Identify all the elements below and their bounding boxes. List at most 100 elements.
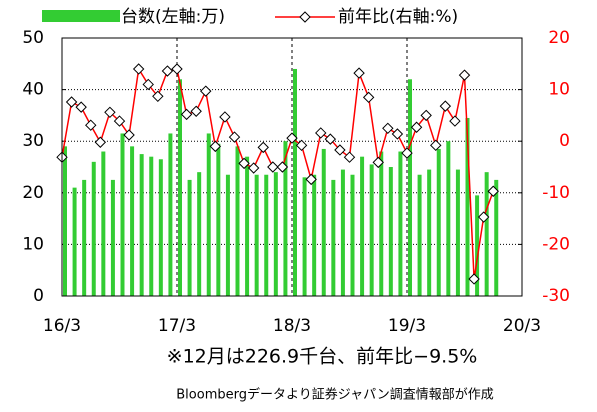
marker <box>257 141 269 154</box>
bar <box>235 146 240 296</box>
x-tick-label: 19/3 <box>388 316 426 336</box>
marker <box>94 136 107 148</box>
marker <box>382 122 394 135</box>
bar <box>321 148 326 296</box>
marker <box>219 111 231 123</box>
bar <box>110 179 115 296</box>
bar <box>149 156 154 296</box>
bar <box>398 151 403 296</box>
bar <box>360 156 365 296</box>
y-tick-label: 10 <box>22 234 44 254</box>
marker <box>142 78 154 91</box>
marker <box>295 139 308 152</box>
legend-swatch <box>42 10 120 22</box>
marker <box>171 63 183 75</box>
bar <box>293 68 297 297</box>
marker <box>161 65 174 77</box>
y2-tick-label: -10 <box>542 183 570 203</box>
marker <box>372 156 384 169</box>
bar <box>475 195 480 296</box>
bar <box>331 179 336 296</box>
marker <box>209 140 222 153</box>
y2-tick-label: 20 <box>548 28 570 48</box>
bar <box>446 141 451 296</box>
bar <box>340 169 345 296</box>
marker <box>238 157 250 170</box>
marker <box>401 147 413 159</box>
marker <box>391 128 404 140</box>
bar <box>369 164 374 296</box>
marker <box>200 85 212 97</box>
bar <box>82 179 87 296</box>
marker <box>410 121 423 133</box>
y-tick-label: 20 <box>22 183 44 203</box>
marker <box>85 119 97 131</box>
marker <box>487 185 499 197</box>
bar <box>408 79 412 296</box>
marker <box>286 132 298 144</box>
bar <box>388 167 393 296</box>
note: ※12月は226.9千台、前年比−9.5% <box>167 346 478 368</box>
bar <box>302 177 307 296</box>
marker <box>449 115 461 127</box>
bar <box>178 79 182 296</box>
bar <box>455 169 460 296</box>
bar <box>158 159 163 296</box>
bar <box>216 143 221 296</box>
bar <box>436 148 441 296</box>
legend-label: 台数(左軸:万) <box>121 7 225 27</box>
bar <box>206 133 211 296</box>
source: Bloombergデータより証券ジャパン調査情報部が作成 <box>176 387 493 403</box>
bar <box>63 146 67 296</box>
x-tick-label: 20/3 <box>503 316 541 336</box>
marker <box>468 273 480 285</box>
bar <box>225 174 230 296</box>
x-tick-label: 16/3 <box>43 316 81 336</box>
marker <box>458 69 471 81</box>
bar <box>350 174 355 296</box>
bar <box>273 172 278 296</box>
bar <box>139 154 144 296</box>
marker <box>65 96 78 108</box>
marker <box>477 211 490 223</box>
marker <box>420 109 432 122</box>
bar <box>494 179 499 296</box>
bar <box>312 174 317 296</box>
bar <box>101 151 106 296</box>
y-tick-label: 30 <box>22 131 44 151</box>
y-tick-label: 0 <box>33 286 44 306</box>
y-tick-label: 50 <box>22 28 44 48</box>
marker <box>315 127 327 139</box>
y-tick-label: 40 <box>22 80 44 100</box>
bar <box>484 172 489 296</box>
bar <box>120 133 125 296</box>
plot-frame <box>61 37 523 297</box>
bar <box>91 161 96 296</box>
marker <box>190 105 202 117</box>
bar <box>379 151 384 296</box>
marker <box>439 100 452 112</box>
marker <box>75 101 87 113</box>
bar <box>264 174 269 296</box>
y2-tick-label: -30 <box>542 286 570 306</box>
legend-label: 前年比(右軸:%) <box>338 7 458 27</box>
marker <box>113 115 126 127</box>
marker <box>228 131 241 143</box>
marker <box>180 108 193 121</box>
bar <box>283 141 288 296</box>
y2-tick-label: 10 <box>548 80 570 100</box>
bar <box>72 187 77 296</box>
marker <box>152 90 164 103</box>
bar <box>465 117 470 296</box>
marker <box>132 63 145 75</box>
marker <box>334 144 346 156</box>
marker <box>324 133 337 145</box>
marker <box>247 162 260 174</box>
marker <box>362 91 375 104</box>
bar <box>254 174 259 296</box>
marker <box>305 173 317 186</box>
bar <box>427 169 432 296</box>
legend-marker <box>299 11 311 23</box>
marker <box>276 161 289 173</box>
